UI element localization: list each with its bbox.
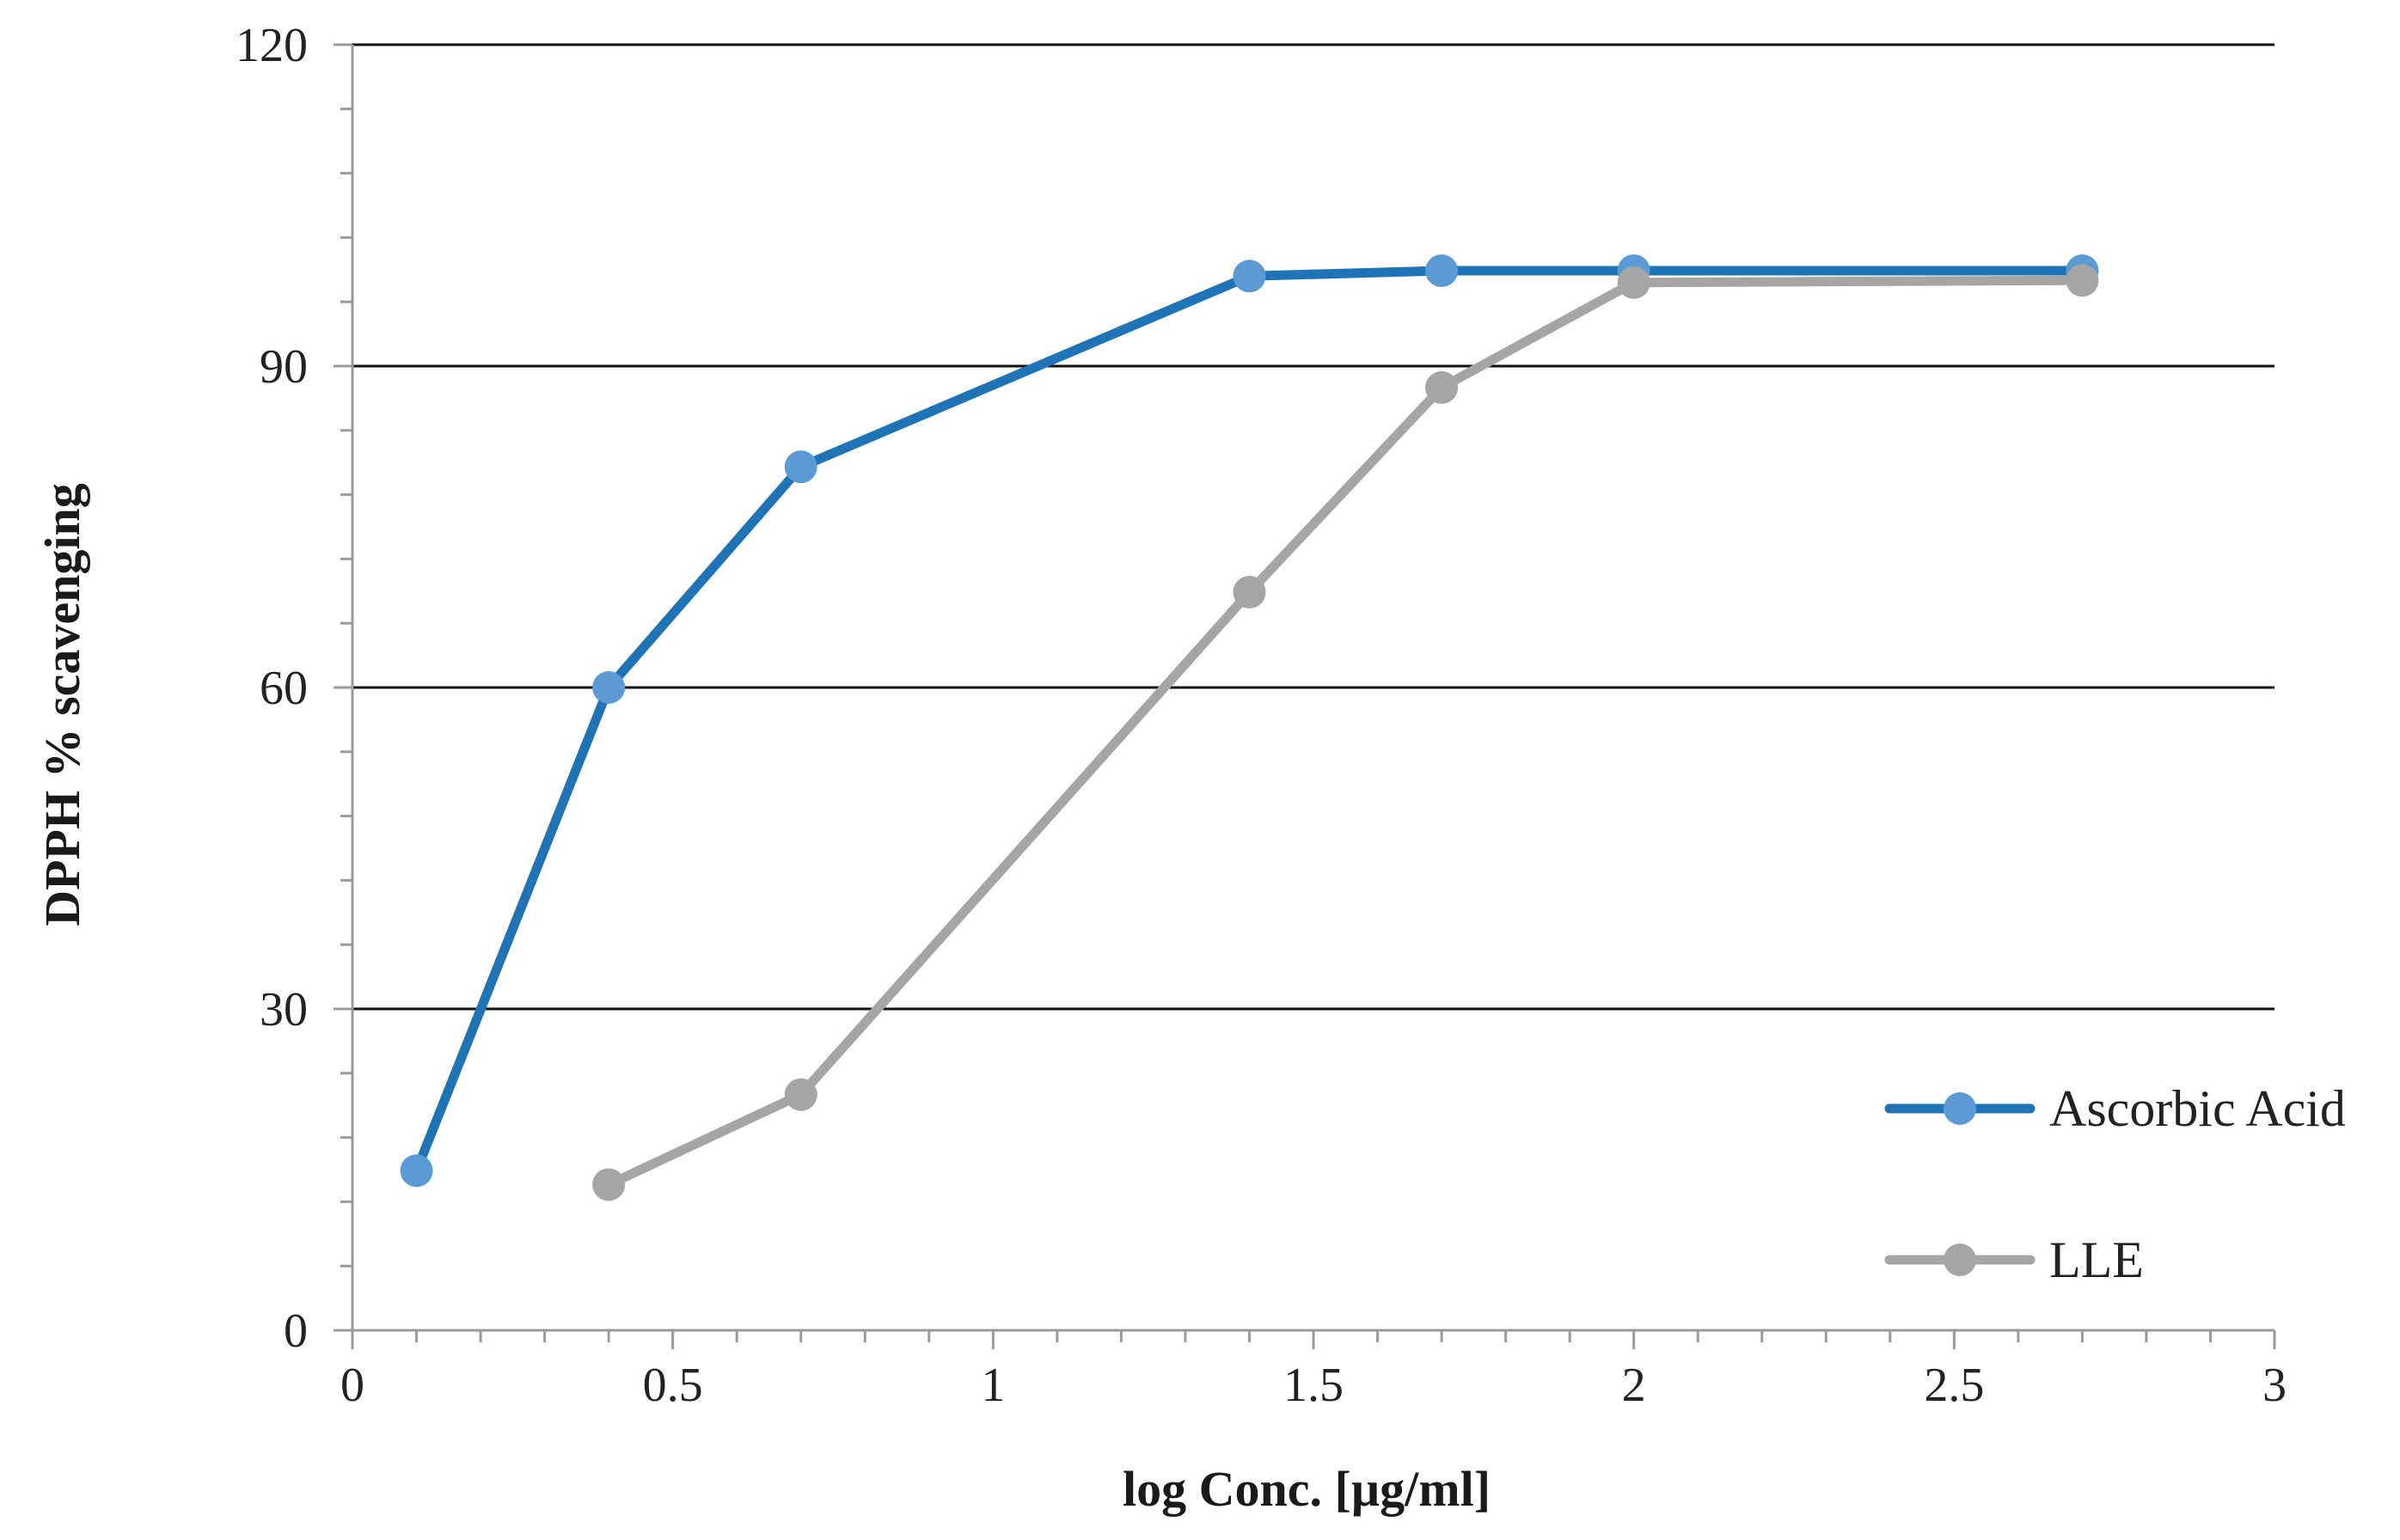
x-tick-label: 0.5 [643,1359,703,1412]
x-axis-title: log Conc. [µg/ml] [1123,1461,1491,1517]
x-tick-label: 1.5 [1283,1359,1344,1412]
data-point-lle [784,1078,817,1111]
x-tick-label: 0 [340,1359,364,1412]
legend-item-lle: LLE [1884,1231,2144,1288]
data-point-ascorbic-acid [592,671,626,704]
y-tick-label: 120 [236,19,308,72]
y-axis-title: DPPH % scavenging [34,483,90,926]
data-point-ascorbic-acid [1233,260,1266,293]
data-point-lle [2066,264,2099,297]
data-point-ascorbic-acid [400,1154,433,1188]
y-tick-label: 90 [260,340,308,394]
y-tick-label: 30 [260,983,308,1036]
data-point-lle [1233,576,1266,609]
legend: Ascorbic Acid LLE [1884,1080,2346,1288]
x-tick-label: 3 [2262,1359,2287,1412]
legend-label-lle: LLE [2049,1231,2144,1288]
x-tick-label: 2 [1622,1359,1646,1412]
gridlines [352,43,2274,1011]
series-group [400,254,2099,1201]
y-axis-ticks: 0 30 60 90 120 [236,19,352,1358]
x-tick-label: 2.5 [1924,1359,1984,1412]
legend-marker-lle [1944,1244,1976,1276]
series-line-lle [603,275,2087,1189]
y-tick-label: 60 [260,662,308,715]
x-tick-label: 1 [981,1359,1005,1412]
data-point-ascorbic-acid [784,450,817,484]
data-point-lle [1425,370,1459,404]
legend-label-ascorbic-acid: Ascorbic Acid [2049,1080,2346,1137]
data-point-lle [592,1168,626,1201]
data-point-lle [1617,266,1650,299]
legend-item-ascorbic-acid: Ascorbic Acid [1884,1080,2346,1137]
data-point-ascorbic-acid [1425,254,1459,288]
y-tick-label: 0 [284,1305,308,1358]
legend-marker-ascorbic-acid [1944,1092,1976,1125]
x-axis-ticks: 0 0.5 1 1.5 2 2.5 3 [340,1330,2287,1412]
